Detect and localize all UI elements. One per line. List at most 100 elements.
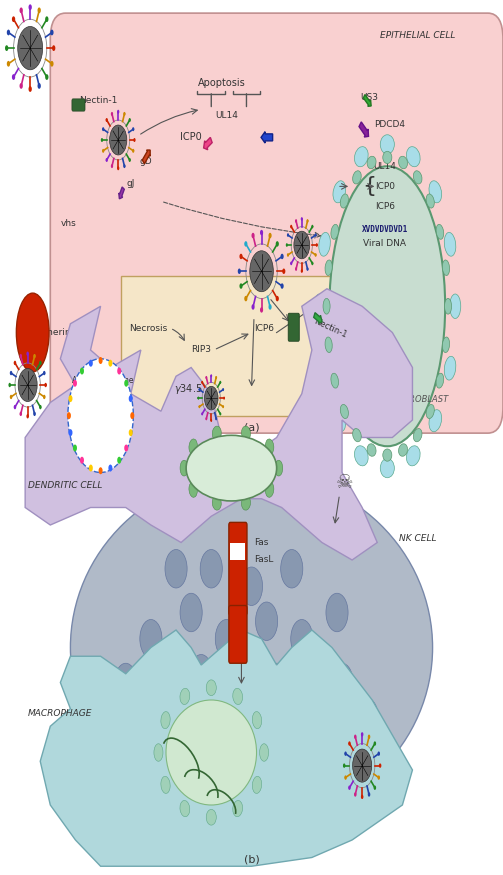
Circle shape (111, 164, 113, 168)
Ellipse shape (253, 776, 262, 794)
Circle shape (198, 396, 199, 400)
Circle shape (348, 786, 351, 790)
Ellipse shape (241, 496, 250, 510)
Circle shape (129, 396, 133, 402)
Ellipse shape (383, 151, 392, 164)
Circle shape (301, 270, 303, 273)
Circle shape (43, 371, 46, 375)
Circle shape (222, 388, 224, 391)
Ellipse shape (325, 260, 332, 276)
Text: Nectin-1: Nectin-1 (312, 317, 348, 340)
Circle shape (356, 698, 378, 737)
Circle shape (124, 380, 128, 387)
Circle shape (252, 233, 255, 238)
Ellipse shape (154, 744, 163, 761)
Polygon shape (40, 630, 412, 866)
Ellipse shape (426, 194, 434, 208)
Text: NK CELL: NK CELL (399, 534, 436, 542)
Ellipse shape (266, 482, 274, 497)
Ellipse shape (406, 445, 420, 466)
FancyBboxPatch shape (121, 276, 342, 416)
Circle shape (115, 663, 137, 702)
Circle shape (276, 296, 279, 301)
Circle shape (238, 269, 241, 274)
Circle shape (244, 242, 247, 247)
Circle shape (33, 411, 36, 416)
Circle shape (361, 794, 364, 799)
Circle shape (108, 360, 112, 367)
Ellipse shape (331, 224, 339, 239)
Ellipse shape (329, 166, 445, 446)
FancyArrow shape (261, 132, 273, 143)
Circle shape (44, 382, 47, 388)
Circle shape (281, 254, 284, 259)
Circle shape (39, 405, 42, 410)
Ellipse shape (189, 439, 197, 454)
Circle shape (73, 380, 77, 387)
Circle shape (12, 74, 15, 80)
Circle shape (290, 225, 292, 228)
Circle shape (244, 296, 247, 301)
Circle shape (129, 429, 133, 436)
Circle shape (132, 127, 134, 131)
Circle shape (130, 412, 134, 419)
Circle shape (20, 8, 23, 13)
Circle shape (199, 388, 200, 391)
Circle shape (45, 17, 48, 22)
Ellipse shape (413, 429, 422, 442)
Circle shape (368, 792, 370, 797)
FancyArrow shape (204, 137, 212, 150)
Circle shape (326, 593, 348, 632)
Text: $\gamma$34.5: $\gamma$34.5 (174, 382, 203, 396)
Ellipse shape (442, 337, 450, 353)
Circle shape (301, 707, 323, 745)
Ellipse shape (206, 809, 216, 825)
Circle shape (99, 357, 103, 364)
Circle shape (20, 354, 22, 359)
Circle shape (210, 374, 212, 377)
Circle shape (223, 396, 225, 400)
Circle shape (260, 307, 263, 312)
Circle shape (287, 234, 289, 237)
Circle shape (39, 360, 42, 365)
Ellipse shape (180, 801, 190, 816)
Circle shape (281, 284, 284, 289)
Ellipse shape (442, 260, 450, 276)
Text: HSV genes: HSV genes (205, 458, 246, 466)
Circle shape (20, 83, 23, 88)
Ellipse shape (450, 294, 461, 318)
Circle shape (129, 118, 131, 122)
Circle shape (250, 251, 273, 291)
Circle shape (45, 74, 48, 80)
Circle shape (89, 360, 93, 367)
Circle shape (20, 411, 22, 416)
Circle shape (377, 775, 380, 780)
Circle shape (256, 602, 278, 640)
Text: Apoptosis: Apoptosis (198, 78, 245, 88)
Ellipse shape (426, 404, 434, 418)
Circle shape (215, 620, 237, 658)
Ellipse shape (253, 711, 262, 729)
Ellipse shape (341, 194, 349, 208)
Circle shape (129, 158, 131, 162)
Circle shape (240, 567, 263, 605)
Ellipse shape (212, 496, 221, 510)
Ellipse shape (398, 157, 407, 169)
Ellipse shape (398, 444, 407, 456)
Ellipse shape (333, 181, 346, 203)
Circle shape (14, 405, 16, 410)
Ellipse shape (429, 410, 442, 431)
FancyBboxPatch shape (50, 13, 503, 433)
Text: Nectin-1: Nectin-1 (79, 96, 117, 105)
Circle shape (239, 254, 242, 259)
Circle shape (361, 732, 364, 737)
Circle shape (102, 127, 104, 131)
Circle shape (294, 231, 310, 259)
Ellipse shape (380, 458, 394, 478)
Circle shape (101, 138, 103, 142)
Circle shape (219, 381, 221, 384)
Circle shape (43, 395, 46, 399)
Ellipse shape (331, 374, 339, 388)
Circle shape (210, 419, 212, 422)
Ellipse shape (233, 801, 242, 816)
